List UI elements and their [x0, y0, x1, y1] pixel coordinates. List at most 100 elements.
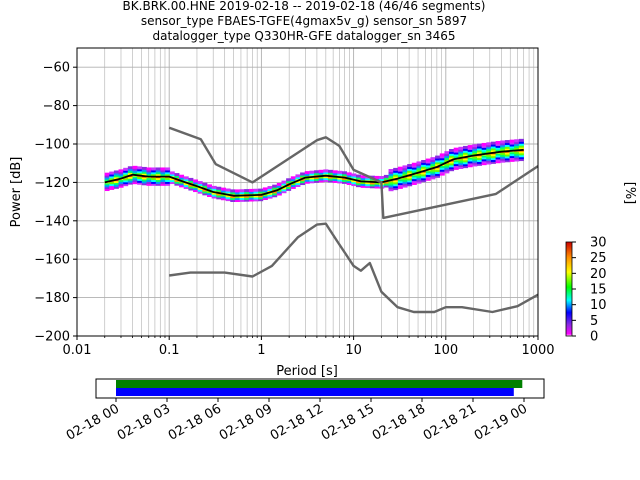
- heat-cell: [495, 146, 501, 150]
- heat-cell: [318, 175, 324, 179]
- heat-cell: [188, 179, 194, 183]
- heat-cell: [318, 171, 324, 175]
- heat-cell: [328, 171, 334, 175]
- heat-cell: [411, 164, 417, 168]
- heat-cell: [225, 190, 231, 194]
- heat-cell: [183, 176, 189, 180]
- heat-cell: [127, 177, 133, 181]
- heat-cell: [248, 192, 254, 196]
- heat-cell: [504, 141, 510, 145]
- heat-cell: [388, 174, 394, 178]
- heat-cell: [127, 175, 133, 179]
- x-axis-label: Period [s]: [276, 364, 338, 379]
- heat-cell: [518, 146, 524, 150]
- heat-cell: [141, 180, 147, 184]
- heat-cell: [165, 169, 171, 173]
- heat-cell: [476, 160, 482, 164]
- heat-cell: [169, 177, 175, 181]
- heat-cell: [276, 190, 282, 194]
- heat-cell: [439, 164, 445, 168]
- heat-cell: [435, 163, 441, 167]
- heat-cell: [127, 168, 133, 172]
- heat-cell: [430, 172, 436, 176]
- heat-cell: [151, 178, 157, 182]
- heat-cell: [472, 148, 478, 152]
- heat-cell: [514, 146, 520, 150]
- heat-cell: [113, 176, 119, 180]
- y-axis-label: Power [dB]: [9, 157, 24, 228]
- heat-cell: [383, 184, 389, 188]
- heat-cell: [132, 171, 138, 175]
- heat-cell: [160, 173, 166, 177]
- heat-cell: [179, 180, 185, 184]
- heat-cell: [416, 167, 422, 171]
- heat-cell: [137, 170, 143, 174]
- heat-cell: [500, 148, 506, 152]
- heat-cell: [486, 155, 492, 159]
- heat-cell: [430, 170, 436, 174]
- heat-cell: [206, 184, 212, 188]
- heat-cell: [458, 162, 464, 166]
- heat-cell: [444, 156, 450, 160]
- heat-cell: [383, 176, 389, 180]
- heat-cell: [439, 166, 445, 170]
- heat-cell: [323, 173, 329, 177]
- heat-cell: [174, 174, 180, 178]
- heat-cell: [453, 163, 459, 167]
- heat-cell: [262, 193, 268, 197]
- heat-cell: [132, 165, 138, 169]
- heat-cell: [453, 155, 459, 159]
- heat-cell: [402, 182, 408, 186]
- heat-cell: [518, 140, 524, 144]
- heat-cell: [123, 169, 129, 173]
- heat-cell: [393, 187, 399, 191]
- heat-cell: [267, 191, 273, 195]
- colorbar-label: [%]: [622, 182, 637, 205]
- colorbar-tick-label: 10: [590, 298, 607, 313]
- heat-cell: [360, 177, 366, 181]
- heat-cell: [449, 156, 455, 160]
- heat-cell: [211, 189, 217, 193]
- heat-cell: [374, 185, 380, 189]
- heat-cell: [476, 151, 482, 155]
- heat-cell: [309, 172, 315, 176]
- heat-cell: [463, 165, 469, 169]
- colorbar: [565, 241, 573, 337]
- heat-cell: [253, 192, 259, 196]
- heat-cell: [183, 180, 189, 184]
- heat-cell: [346, 174, 352, 178]
- heat-cell: [141, 182, 147, 186]
- heat-cell: [495, 158, 501, 162]
- heat-cell: [509, 158, 515, 162]
- heat-cell: [179, 178, 185, 182]
- heat-cell: [262, 187, 268, 191]
- heat-cell: [518, 154, 524, 158]
- heat-cell: [146, 180, 152, 184]
- heat-cell: [258, 188, 264, 192]
- heat-cell: [402, 169, 408, 173]
- heat-cell: [286, 180, 292, 184]
- heat-cell: [435, 167, 441, 171]
- heat-cell: [430, 164, 436, 168]
- heat-cell: [290, 176, 296, 180]
- y-tick-label: −200: [34, 330, 70, 345]
- heat-cell: [230, 198, 236, 202]
- heat-cell: [328, 175, 334, 179]
- heat-cell: [123, 181, 129, 185]
- heat-cell: [411, 166, 417, 170]
- heat-cell: [416, 176, 422, 180]
- heat-cell: [360, 179, 366, 183]
- heat-cell: [230, 197, 236, 201]
- heat-cell: [267, 195, 273, 199]
- heat-cell: [314, 177, 320, 181]
- heat-cell: [402, 178, 408, 182]
- heat-cell: [486, 148, 492, 152]
- heat-cell: [486, 144, 492, 148]
- heat-cell: [430, 162, 436, 166]
- heat-cell: [151, 180, 157, 184]
- heat-cell: [290, 183, 296, 187]
- y-tick-label: −60: [43, 61, 70, 76]
- heat-cell: [127, 181, 133, 185]
- heat-cell: [416, 161, 422, 165]
